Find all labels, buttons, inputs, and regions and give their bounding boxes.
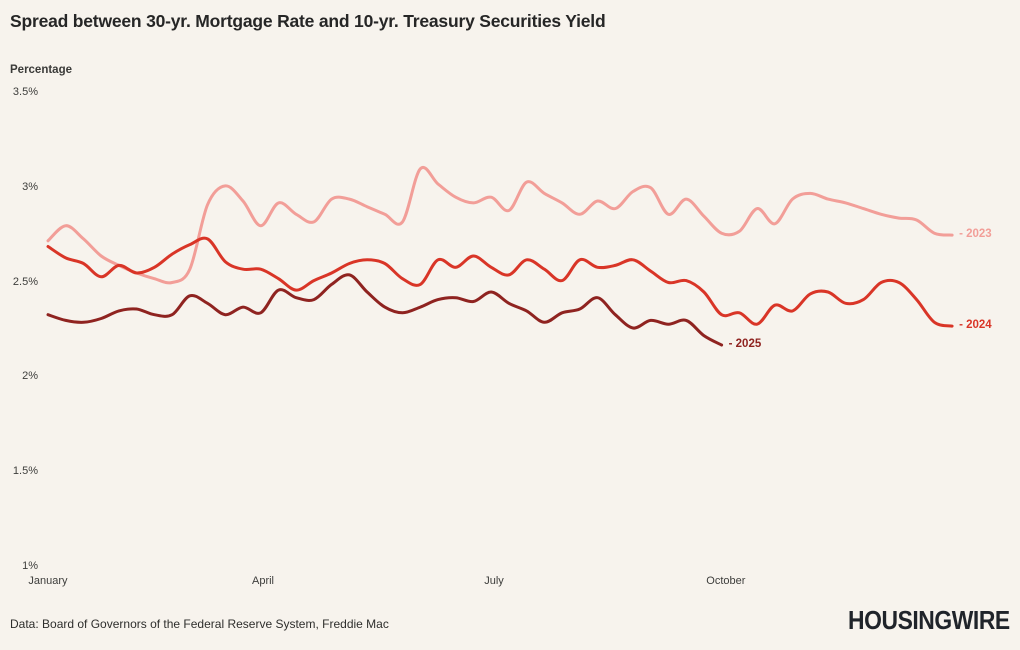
y-tick-3: 3% (22, 180, 38, 193)
series-label-2023: - 2023 (959, 228, 992, 241)
y-tick-3-5: 3.5% (12, 86, 38, 98)
x-tick-july: July (484, 575, 504, 587)
y-axis-title: Percentage (10, 64, 73, 76)
y-tick-2-5: 2.5% (12, 275, 38, 288)
x-tick-january: January (28, 575, 68, 587)
series-line-2023 (46, 165, 954, 285)
housingwire-logo: HOUSINGWIRE (848, 605, 1010, 635)
series-line-2025 (46, 273, 724, 347)
x-tick-october: October (706, 575, 746, 587)
series-label-2025: - 2025 (728, 338, 762, 351)
x-tick-april: April (252, 575, 275, 587)
y-tick-2: 2% (22, 370, 38, 383)
source-note: Data: Board of Governors of the Federal … (10, 617, 389, 631)
series-label-2024: - 2024 (959, 319, 992, 332)
y-tick-1: 1% (22, 559, 38, 572)
chart-title: Spread between 30-yr. Mortgage Rate and … (10, 11, 606, 31)
series-line-2024 (46, 236, 954, 328)
y-tick-1-5: 1.5% (12, 465, 38, 477)
